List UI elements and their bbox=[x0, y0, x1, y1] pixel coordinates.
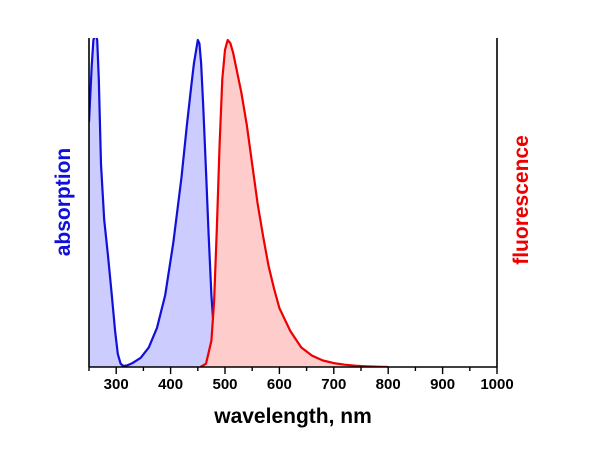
series-layer bbox=[89, 38, 389, 367]
x-tick-label-500: 500 bbox=[212, 376, 237, 393]
x-tick-label-900: 900 bbox=[430, 376, 455, 393]
x-tick-label-400: 400 bbox=[158, 376, 183, 393]
x-tick-label-800: 800 bbox=[376, 376, 401, 393]
right-y-axis-title: fluorescence bbox=[510, 135, 533, 265]
axes-layer bbox=[88, 38, 498, 368]
fluorescence-area bbox=[200, 40, 389, 367]
x-tick-label-300: 300 bbox=[104, 376, 129, 393]
x-tick-label-1000: 1000 bbox=[480, 376, 513, 393]
x-ticks: 300 400 500 600 700 800 900 1000 bbox=[88, 367, 514, 393]
fluorescence-line bbox=[199, 38, 389, 367]
left-y-axis-title: absorption bbox=[52, 148, 75, 257]
x-tick-label-600: 600 bbox=[267, 376, 292, 393]
x-axis-title: wavelength, nm bbox=[213, 405, 372, 428]
x-tick-label-700: 700 bbox=[321, 376, 346, 393]
absorption-area bbox=[89, 38, 247, 367]
